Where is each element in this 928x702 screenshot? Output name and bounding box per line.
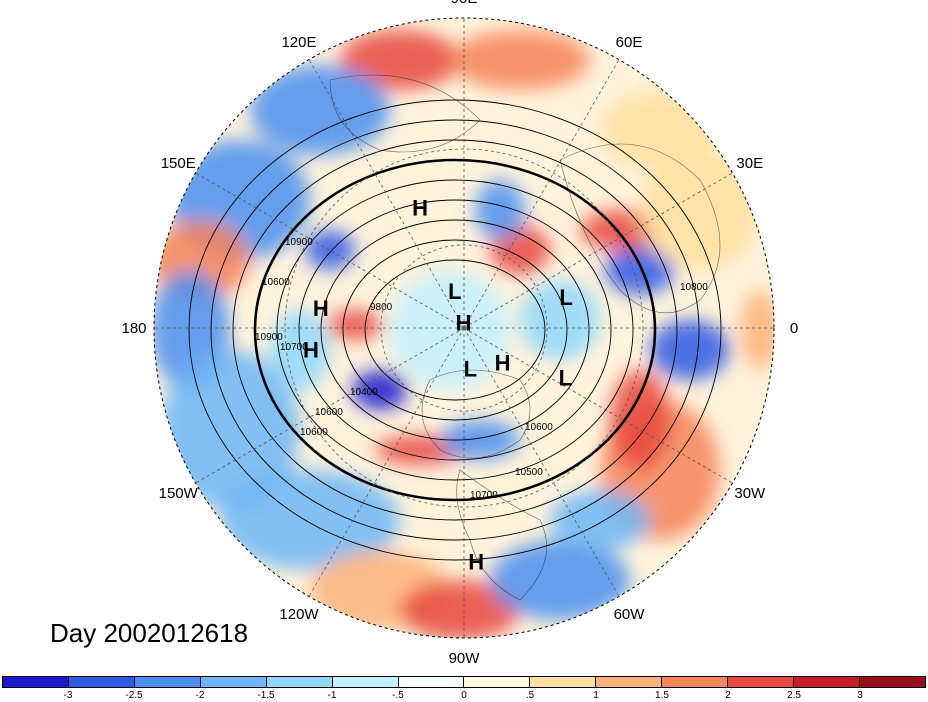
longitude-label: 120E bbox=[281, 34, 316, 51]
low-pressure-marker: L bbox=[464, 356, 477, 381]
longitude-label: 30E bbox=[736, 155, 763, 172]
colorbar-ticks: -3 -2.5 -2 -1.5 -1 -.5 0 .5 1 1.5 2 2.5 3 bbox=[0, 690, 928, 702]
colorbar-tick-label: -2 bbox=[195, 690, 205, 701]
colorbar-tick-label: -1.5 bbox=[257, 690, 275, 701]
colorbar-swatch bbox=[530, 677, 597, 687]
contour-label: 10600 bbox=[315, 407, 343, 418]
contour-label: 10700 bbox=[470, 490, 498, 501]
longitude-label: 60W bbox=[614, 606, 646, 623]
longitude-label: 90E bbox=[451, 0, 478, 7]
colorbar-tick-label: -.5 bbox=[392, 690, 404, 701]
contour-label: 10600 bbox=[525, 422, 553, 433]
colorbar-tick-label: 3 bbox=[857, 690, 863, 701]
colorbar-tick-label: 1.5 bbox=[655, 690, 669, 701]
low-pressure-marker: L bbox=[448, 279, 461, 304]
colorbar-swatch bbox=[200, 677, 267, 687]
contour-label: 10900 bbox=[285, 237, 313, 248]
contour-label: 10900 bbox=[255, 332, 283, 343]
colorbar-swatch bbox=[398, 677, 465, 687]
contour-label: 10600 bbox=[300, 427, 328, 438]
longitude-label: 150E bbox=[161, 155, 196, 172]
colorbar-swatch bbox=[859, 677, 925, 687]
longitude-label: 0 bbox=[790, 320, 798, 337]
colorbar-tick-label: -1 bbox=[327, 690, 337, 701]
colorbar-swatch bbox=[68, 677, 135, 687]
colorbar-swatch bbox=[662, 677, 729, 687]
low-pressure-marker: L bbox=[559, 285, 572, 310]
longitude-label: 120W bbox=[279, 606, 319, 623]
longitude-label: 180 bbox=[121, 320, 146, 337]
high-pressure-marker: H bbox=[313, 296, 329, 321]
height-contours bbox=[188, 99, 722, 561]
contour-label: 10400 bbox=[350, 387, 378, 398]
map-boundary bbox=[153, 17, 775, 639]
colorbar-swatch bbox=[3, 677, 69, 687]
colorbar-swatch bbox=[464, 677, 531, 687]
colorbar-tick-label: 1 bbox=[593, 690, 599, 701]
high-pressure-marker: H bbox=[412, 195, 428, 220]
colorbar-swatch bbox=[266, 677, 333, 687]
longitude-label: 90W bbox=[449, 650, 481, 667]
contour-label: 10500 bbox=[515, 467, 543, 478]
date-label: Day 2002012618 bbox=[50, 618, 249, 648]
colorbar-tick-label: 0 bbox=[461, 690, 467, 701]
colorbar-swatch bbox=[728, 677, 795, 687]
high-pressure-marker: H bbox=[303, 338, 319, 363]
contour-label: 10800 bbox=[680, 282, 708, 293]
colorbar-boxes bbox=[2, 676, 926, 688]
longitude-label: 30W bbox=[734, 485, 766, 502]
colorbar: -3 -2.5 -2 -1.5 -1 -.5 0 .5 1 1.5 2 2.5 3 bbox=[0, 674, 928, 702]
colorbar-tick-label: 2.5 bbox=[787, 690, 801, 701]
longitude-label: 150W bbox=[159, 485, 199, 502]
colorbar-swatch bbox=[794, 677, 860, 687]
high-pressure-marker: H bbox=[495, 351, 511, 376]
colorbar-swatch bbox=[134, 677, 201, 687]
contour-label: 10700 bbox=[280, 342, 308, 353]
colorbar-swatch bbox=[332, 677, 399, 687]
contour-label: 10600 bbox=[262, 277, 290, 288]
longitude-labels: 90E 60E 30E 0 30W 60W 90W 120W 150W 180 150E 120E bbox=[121, 0, 798, 667]
anomaly-field bbox=[154, 18, 774, 638]
lat-lon-grid bbox=[154, 18, 774, 638]
colorbar-tick-label: -3 bbox=[63, 690, 73, 701]
colorbar-tick-label: 2 bbox=[725, 690, 731, 701]
colorbar-tick-label: -2.5 bbox=[125, 690, 143, 701]
colorbar-tick-label: .5 bbox=[525, 690, 535, 701]
colorbar-swatch bbox=[596, 677, 663, 687]
low-pressure-marker: L bbox=[559, 365, 572, 390]
longitude-label: 60E bbox=[616, 34, 643, 51]
high-pressure-marker: H bbox=[456, 311, 472, 336]
contour-label: 9800 bbox=[370, 302, 393, 313]
high-pressure-marker: H bbox=[468, 549, 484, 574]
contour-labels: 1090010600106001040010700980010500107001… bbox=[255, 237, 708, 501]
